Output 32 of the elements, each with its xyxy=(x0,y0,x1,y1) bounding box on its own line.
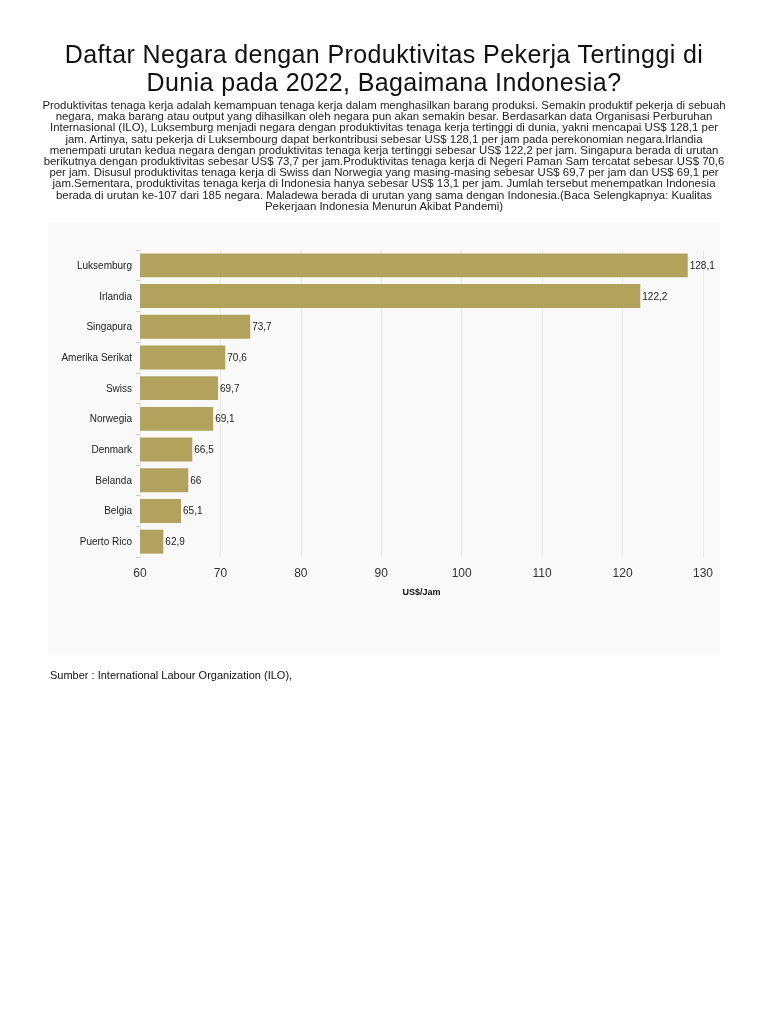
y-tick-label: Belanda xyxy=(95,474,133,486)
data-label: 122,2 xyxy=(642,290,668,302)
text: Sumber : International Labour Organization (ILO), xyxy=(50,669,293,681)
data-label: 66,5 xyxy=(194,444,215,456)
x-tick-label: 90 xyxy=(374,566,389,580)
y-tick-label: Norwegia xyxy=(89,413,133,425)
y-tick-label: Denmark xyxy=(91,444,133,456)
data-label: 66 xyxy=(190,474,202,486)
x-tick-label: 120 xyxy=(612,566,633,580)
data-label: 65,1 xyxy=(183,505,203,517)
x-tick-label: 100 xyxy=(451,566,473,580)
data-label: 69,1 xyxy=(215,413,236,425)
text: Produktivitas tenaga kerja adalah kemampuan tenaga kerja dalam menghasilkan barang produksi. Semakin produktif pekerja di sebuah negara, maka barang atau output yang dihasilkan oleh negara pun akan semakin besar. Berdasarkan data Organisasi Perburuhan Internasional (ILO), Luksemburg menjadi negara dengan produktivitas tenaga kerja tertinggi di dunia, yakni mencapai US$ 128,1 per jam. Artinya, satu pekerja di Luksembourg dapat berkontribusi sebesar US$ 128,1 per jam pada perekonomian negara.Irlandia menempati urutan kedua negara dengan produktivitas tenaga kerja tertinggi sebesar US$ 122,2 per jam. Singapura berada di urutan berikutnya dengan produktivitas sebesar US$ 73,7 per jam.Produktivitas tenaga kerja di Negeri Paman Sam tercatat sebesar US$ 70,6 per jam. Disusul produktivitas tenaga kerja di Swiss dan Norwegia yang masing-masing sebesar US$ 69,7 per jam dan US$ 69,1 per jam.Sementara, produktivitas tenaga kerja di Indonesia hanya sebesar US$ 13,1 per jam. Jumlah tersebut menempatkan Indonesia berada di urutan ke-107 dari 185 negara. Maladewa berada di urutan yang sama dengan Indonesia.(Baca Selengkapnya: Kualitas Pekerjaan Indonesia Menurun Akibat Pandemi) xyxy=(42,99,726,212)
x-axis-title: US$/Jam xyxy=(402,586,441,597)
y-tick-label: Irlandia xyxy=(99,290,133,302)
y-tick-label: Luksemburg xyxy=(76,259,132,271)
x-tick-label: 110 xyxy=(532,566,553,580)
data-label: 69,7 xyxy=(220,382,240,394)
chart-title: Daftar Negara dengan Produktivitas Pekerja Tertinggi di Dunia pada 2022, Bagaimana Indonesia? xyxy=(63,40,705,96)
y-tick-label: Amerika Serikat xyxy=(61,351,133,363)
y-tick-label: Belgia xyxy=(104,505,133,517)
x-tick-label: 80 xyxy=(294,566,308,580)
y-tick-label: Singapura xyxy=(86,321,133,333)
data-label: 70,6 xyxy=(227,351,248,363)
y-tick-label: Swiss xyxy=(105,382,132,394)
data-label: 128,1 xyxy=(689,259,716,271)
x-tick-label: 130 xyxy=(692,566,714,580)
y-tick-label: Puerto Rico xyxy=(79,536,133,548)
x-tick-label: 70 xyxy=(213,566,228,580)
data-label: 62,9 xyxy=(165,536,186,548)
data-label: 73,7 xyxy=(252,321,273,333)
x-tick-label: 60 xyxy=(133,566,147,580)
